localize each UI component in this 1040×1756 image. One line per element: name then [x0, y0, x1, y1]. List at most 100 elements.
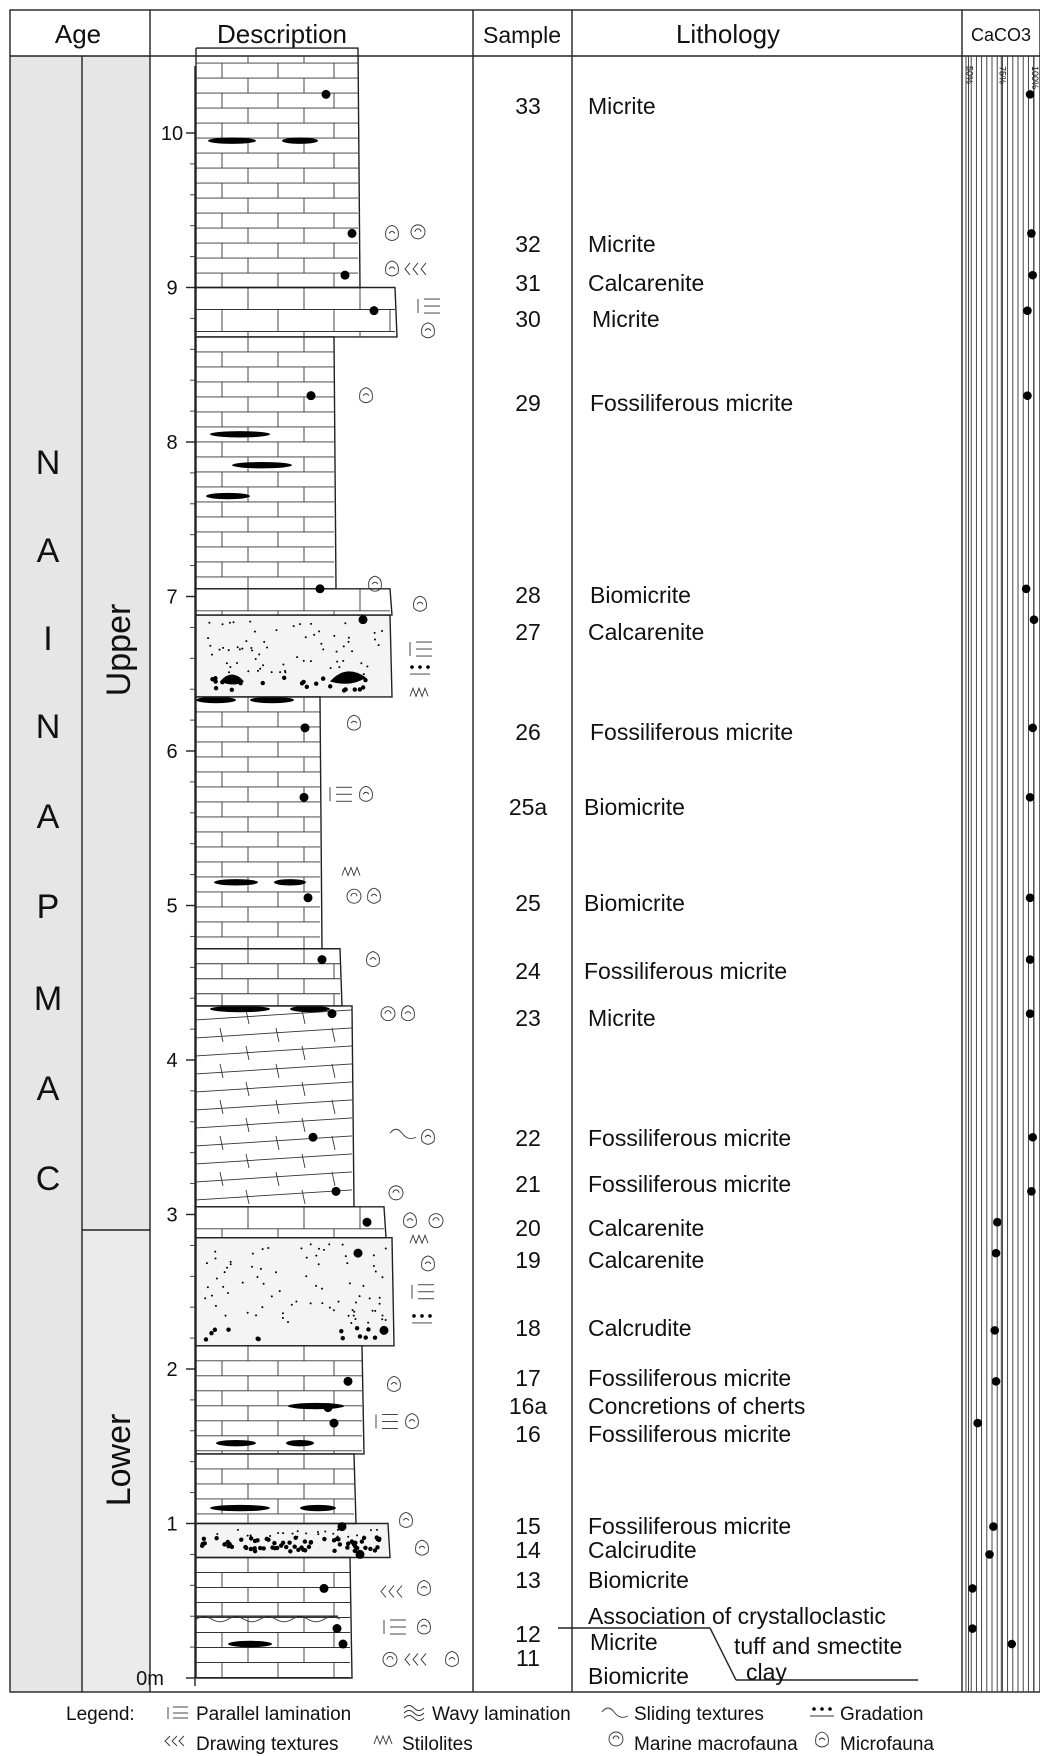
macrofauna-symbol — [428, 1213, 444, 1229]
caco3-point — [1007, 1639, 1017, 1649]
depth-tick-label: 0m — [136, 1668, 164, 1690]
sand-grain — [360, 662, 363, 665]
texture-symbols — [195, 89, 459, 1667]
sand-grain — [282, 1532, 285, 1535]
caco3-point — [968, 1624, 977, 1633]
sand-grain — [261, 1306, 264, 1309]
microfauna-symbol — [367, 887, 381, 904]
sand-grain — [349, 1539, 355, 1544]
sand-grain — [296, 1547, 301, 1553]
microfauna-symbol — [415, 1539, 429, 1556]
caco3-point — [1025, 955, 1035, 964]
microfauna-symbol — [368, 575, 382, 592]
lithology-name: Fossiliferous micrite — [588, 1125, 791, 1151]
microfauna-symbol — [387, 1375, 401, 1392]
substage-lower: Lower — [100, 1414, 138, 1507]
sand-grain — [299, 1545, 304, 1550]
cross-lamination — [195, 1135, 353, 1147]
sand-grain — [336, 1528, 339, 1531]
sand-grain — [274, 1545, 280, 1551]
sand-grain — [210, 653, 213, 656]
sand-grain — [354, 1326, 360, 1331]
sand-grain — [296, 656, 299, 659]
sand-grain — [381, 1314, 384, 1317]
bed-boundary — [196, 1345, 365, 1455]
microfauna-symbol — [421, 322, 435, 339]
sand-grain — [345, 1541, 351, 1546]
sample-id: 28 — [515, 582, 541, 608]
sand-grain — [366, 1327, 371, 1332]
cross-lamination — [195, 1045, 353, 1057]
sand-grain — [362, 1284, 365, 1287]
caco3-point — [1025, 893, 1035, 903]
sand-grain — [341, 1243, 344, 1246]
sample-id: 23 — [515, 1005, 541, 1031]
sand-grain — [368, 1297, 371, 1300]
chert-lens — [196, 696, 236, 704]
sand-grain — [262, 664, 265, 667]
legend-label: Parallel lamination — [196, 1704, 351, 1725]
caco3-point — [1027, 1187, 1036, 1196]
sand-grain — [324, 1530, 327, 1533]
microfauna-symbol — [421, 1255, 435, 1272]
sand-grain — [353, 1540, 358, 1545]
cross-lamination — [195, 1009, 353, 1021]
sand-grain — [222, 646, 225, 649]
sand-grain — [308, 1540, 314, 1545]
legend-label: Sliding textures — [634, 1704, 764, 1725]
sand-grain — [248, 1546, 254, 1552]
sand-grain — [284, 669, 287, 672]
sand-grain — [255, 1538, 260, 1543]
sand-grain — [214, 1304, 217, 1307]
sand-grain — [378, 1296, 381, 1299]
sample-id: 31 — [515, 270, 541, 296]
legend-label: Stilolites — [402, 1734, 473, 1755]
sand-grain — [260, 680, 265, 686]
sand-grain — [302, 659, 305, 662]
sand-grain — [204, 1297, 207, 1300]
stilolites-legend-symbol — [373, 1734, 393, 1746]
sand-grain — [360, 685, 366, 690]
brick-joint — [245, 1117, 250, 1133]
depth-tick-label: 6 — [166, 741, 177, 763]
chert-lens — [288, 1402, 344, 1410]
sand-grain — [372, 1548, 378, 1553]
caco3-point — [973, 1418, 983, 1428]
sand-grain — [374, 1270, 377, 1273]
legend-label: Wavy lamination — [432, 1704, 571, 1725]
sample-id: 14 — [515, 1537, 541, 1563]
sand-grain — [251, 1265, 254, 1268]
sand-grain — [227, 649, 230, 652]
brick-joint — [219, 1063, 224, 1079]
cross-lamination — [195, 1189, 353, 1201]
sand-grain — [213, 685, 219, 691]
sand-grain — [363, 677, 368, 683]
lithology-name: Micrite — [590, 1629, 658, 1655]
lithology-name: Biomicrite — [584, 890, 685, 916]
chert-lens — [282, 137, 318, 144]
sample-id: 32 — [515, 231, 541, 257]
sample-id: 18 — [515, 1315, 541, 1341]
chert-lens — [208, 137, 256, 144]
depth-tick-label: 2 — [166, 1359, 177, 1381]
sand-grain — [314, 681, 319, 686]
sand-grain — [373, 631, 376, 634]
sample-point — [343, 1376, 353, 1386]
sand-grain — [287, 1540, 292, 1545]
microfauna-symbol — [366, 951, 380, 968]
lithology-column — [195, 56, 395, 1678]
sand-grain — [309, 660, 312, 663]
caco3-point — [1028, 1132, 1037, 1142]
sample-id: 22 — [515, 1125, 541, 1151]
microfauna-symbol — [401, 1005, 415, 1022]
sand-grain — [367, 1321, 370, 1324]
legend-label: Drawing textures — [196, 1734, 339, 1755]
sand-grain — [239, 1537, 244, 1542]
sample-id: 15 — [515, 1513, 541, 1539]
brick-joint — [275, 1099, 280, 1115]
sample-id: 16 — [515, 1421, 541, 1447]
brick-joint — [275, 1171, 280, 1187]
sand-grain — [321, 1302, 324, 1305]
sample-point — [319, 1583, 329, 1593]
sand-grain — [212, 1327, 218, 1332]
